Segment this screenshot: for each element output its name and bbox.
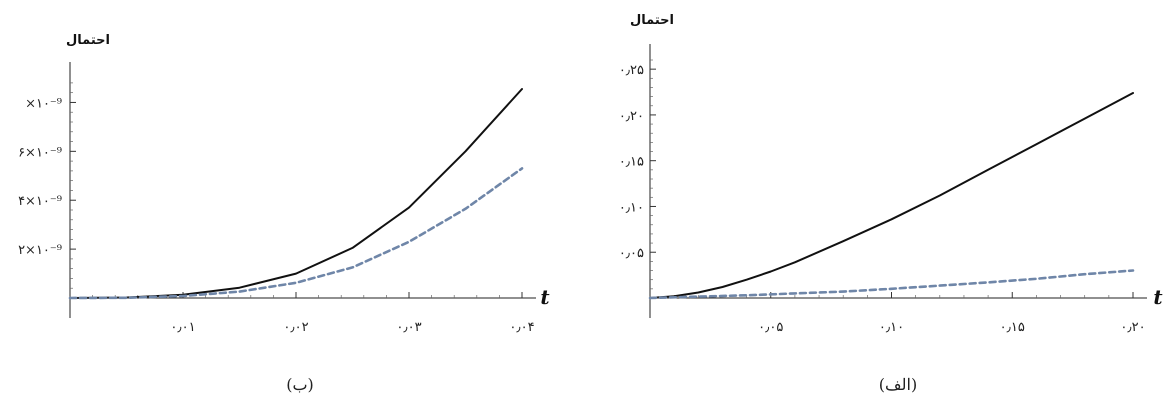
panel-label: (الف) — [879, 375, 917, 394]
x-tick-label: ۰٫۰۴ — [509, 320, 534, 335]
y-axis-title: احتمال — [66, 33, 110, 48]
x-tick-label: ۰٫۱۰ — [879, 320, 904, 335]
x-tick-label: ۰٫۰۵ — [758, 320, 783, 335]
chart-panel-b: ۰٫۰۱ ۰٫۰۲ ۰٫۰۳ ۰٫۰۴ ۲×۱۰⁻⁹ ۴×۱۰⁻⁹ ۶×۱۰⁻⁹ ×۱۰⁻⁹ ا… — [18, 33, 550, 394]
y-axis-title: احتمال — [630, 13, 674, 28]
y-tick-label: ۰٫۰۵ — [619, 246, 644, 261]
panel-label: (ب) — [286, 375, 314, 394]
y-tick-label: ۰٫۱۵ — [619, 155, 644, 170]
solid-series-line — [69, 88, 523, 299]
chart-panel-alef: ۰٫۰۵ ۰٫۱۰ ۰٫۱۵ ۰٫۲۰ ۰٫۰۵ ۰٫۱۰ ۰٫۱۵ ۰٫۲۰ ۰٫۲۵ احتم… — [619, 13, 1164, 394]
x-tick-label: ۰٫۰۳ — [396, 320, 421, 335]
y-tick-label: ×۱۰⁻⁹ — [25, 96, 62, 111]
y-tick-label: ۰٫۱۰ — [619, 200, 644, 215]
dashed-series-line — [68, 167, 524, 300]
solid-series-line — [649, 92, 1134, 299]
y-tick-label: ۰٫۲۵ — [619, 63, 644, 78]
x-axis-title: t — [1153, 285, 1163, 309]
y-tick-label: ۴×۱۰⁻⁹ — [18, 194, 62, 209]
x-axis-title: t — [540, 285, 550, 309]
y-tick-label: ۶×۱۰⁻⁹ — [18, 145, 62, 160]
dashed-series-line — [648, 269, 1135, 300]
x-tick-label: ۰٫۰۱ — [170, 320, 195, 335]
x-tick-label: ۰٫۰۲ — [283, 320, 308, 335]
y-tick-label: ۲×۱۰⁻⁹ — [18, 243, 62, 258]
y-tick-label: ۰٫۲۰ — [619, 109, 644, 124]
x-tick-label: ۰٫۱۵ — [1000, 320, 1025, 335]
x-tick-label: ۰٫۲۰ — [1120, 320, 1145, 335]
